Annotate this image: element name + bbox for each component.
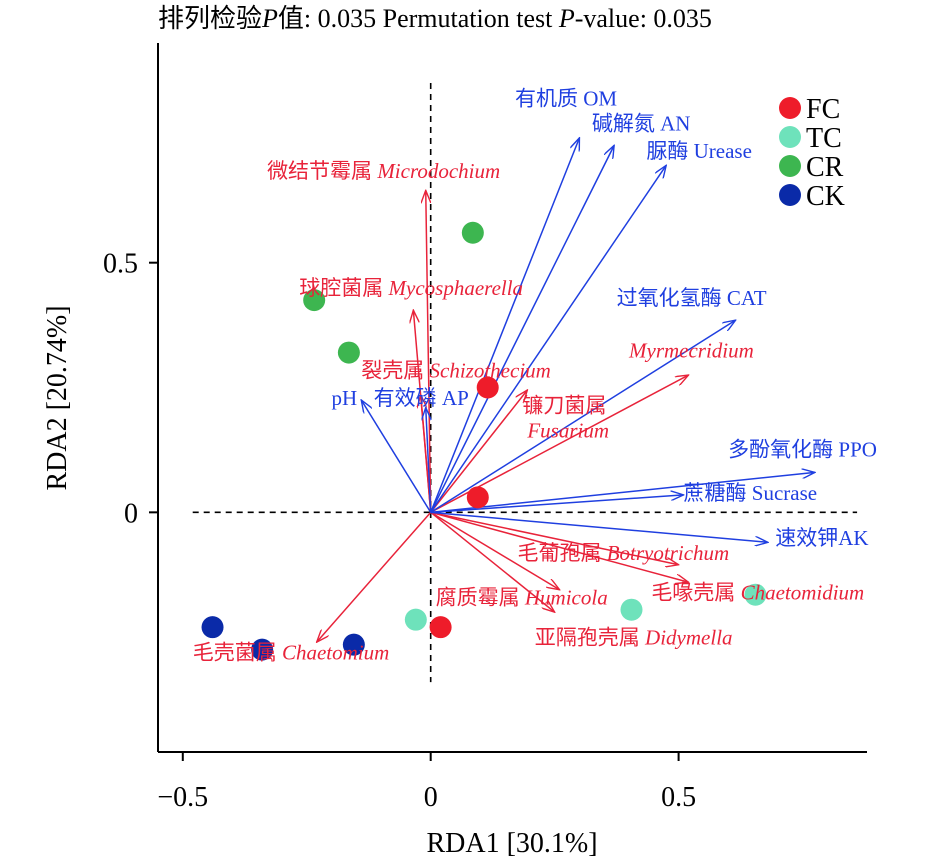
y-tick-label: 0 xyxy=(124,498,138,529)
env-arrow-urease xyxy=(430,165,667,513)
env-arrow-sucrase xyxy=(430,495,684,514)
species-label-microdochium: 微结节霉属 Microdochium xyxy=(267,159,500,183)
legend-marker-fc xyxy=(779,97,801,119)
y-tick-label: 0.5 xyxy=(103,249,138,280)
species-label-mycosphaerella: 球腔菌属 Mycosphaerella xyxy=(299,276,523,300)
species-label-myrmecridium: Myrmecridium xyxy=(628,339,754,363)
x-tick-label: −0.5 xyxy=(157,782,208,813)
legend-marker-tc xyxy=(779,126,801,148)
legend-marker-ck xyxy=(779,184,801,206)
env-label-ap: 有效磷 AP xyxy=(374,386,469,410)
species-label-schizothecium: 裂壳属 Schizothecium xyxy=(361,359,551,383)
legend-marker-cr xyxy=(779,155,801,177)
point-fc xyxy=(466,486,489,509)
species-arrow-chaetomium xyxy=(317,511,432,642)
point-fc xyxy=(476,376,499,399)
x-axis-label: RDA1 [30.1%] xyxy=(426,828,597,859)
species-label-chaetomium: 毛壳菌属 Chaetomium xyxy=(193,641,390,665)
legend-label-cr: CR xyxy=(806,152,844,183)
env-label-cat: 过氧化氢酶 CAT xyxy=(617,286,767,310)
species-arrow-microdochium xyxy=(426,190,432,513)
legend-label-tc: TC xyxy=(806,123,842,154)
env-arrow-ppo xyxy=(430,472,815,514)
env-label-sucrase: 蔗糖酶 Sucrase xyxy=(684,481,818,505)
env-label-urease: 脲酶 Urease xyxy=(646,139,752,163)
species-arrow-fusarium xyxy=(430,390,528,513)
species-latin-fusarium: Fusarium xyxy=(526,418,609,442)
point-cr xyxy=(303,289,326,312)
env-label-ppo: 多酚氧化酶 PPO xyxy=(728,437,877,461)
point-fc xyxy=(429,616,452,639)
species-label-botryotrichum: 毛葡孢属 Botryotrichum xyxy=(517,541,729,565)
env-arrow-om xyxy=(429,138,580,513)
species-arrow-chaetomidium xyxy=(430,511,689,582)
point-tc xyxy=(620,598,643,621)
species-label-fusarium: 镰刀菌属 xyxy=(522,393,606,417)
x-tick-label: 0 xyxy=(424,782,438,813)
species-label-chaetomidium: 毛喙壳属 Chaetomidium xyxy=(651,581,864,605)
species-arrow-humicola xyxy=(430,511,560,589)
species-label-didymella: 亚隔孢壳属 Didymella xyxy=(535,626,733,650)
legend-label-fc: FC xyxy=(806,94,840,125)
env-label-ph: pH xyxy=(332,386,358,410)
env-label-an: 碱解氮 AN xyxy=(592,111,691,135)
env-arrow-ak xyxy=(430,511,768,542)
point-tc xyxy=(744,583,767,606)
env-arrow-ph xyxy=(361,400,432,513)
species-label-humicola: 腐质霉属 Humicola xyxy=(436,586,608,610)
species-arrow-botryotrichum xyxy=(430,511,679,564)
env-arrow-ap xyxy=(426,407,432,513)
point-cr xyxy=(337,341,360,364)
env-arrow-an xyxy=(430,145,614,513)
point-ck xyxy=(201,616,224,639)
point-ck xyxy=(342,633,365,656)
point-ck xyxy=(251,638,274,661)
legend-label-ck: CK xyxy=(806,181,845,212)
chart-title: 排列检验P值: 0.035 Permutation test P-value: … xyxy=(158,4,712,33)
y-axis-label: RDA2 [20.74%] xyxy=(42,305,73,490)
x-tick-label: 0.5 xyxy=(661,782,696,813)
env-label-ak: 速效钾AK xyxy=(775,526,868,550)
point-tc xyxy=(404,608,427,631)
env-label-om: 有机质 OM xyxy=(515,86,617,110)
point-cr xyxy=(461,221,484,244)
env-arrow-cat xyxy=(430,320,736,513)
species-arrow-didymella xyxy=(430,511,555,612)
